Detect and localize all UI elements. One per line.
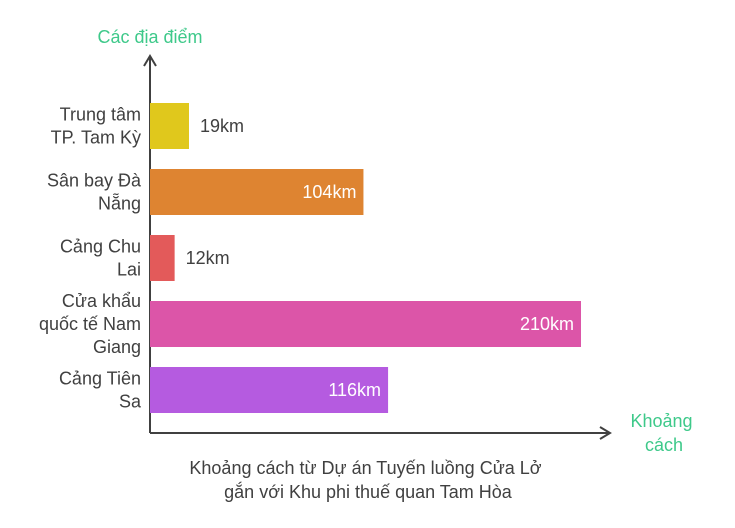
value-label-4: 210km bbox=[520, 314, 574, 334]
value-label-2: 104km bbox=[302, 182, 356, 202]
bars-group: Trung tâm TP. Tam Kỳ 19km Sân bay Đà Nẵng 104… bbox=[39, 103, 581, 413]
category-label-3: Cảng Chu Lai bbox=[60, 237, 141, 280]
category-label-4: Cửa khẩu quốc tế Nam Giang bbox=[39, 291, 141, 357]
bar-3 bbox=[150, 235, 175, 281]
y-axis-title: Các địa điểm bbox=[97, 27, 202, 47]
y-axis-arrow bbox=[143, 54, 157, 67]
value-label-5: 116km bbox=[328, 380, 381, 400]
bar-2 bbox=[150, 169, 364, 215]
category-label-1: Trung tâm TP. Tam Kỳ bbox=[51, 105, 141, 148]
x-axis-title: Khoảng cách bbox=[630, 411, 697, 455]
value-label-3: 12km bbox=[186, 248, 230, 268]
category-label-2: Sân bay Đà Nẵng bbox=[47, 171, 142, 214]
chart-caption: Khoảng cách từ Dự án Tuyến luồng Cửa Lở … bbox=[189, 458, 546, 502]
category-label-5: Cảng Tiên Sa bbox=[59, 369, 142, 412]
bar-5 bbox=[150, 367, 389, 413]
bar-1 bbox=[150, 103, 189, 149]
x-axis-arrow bbox=[599, 426, 612, 440]
bar-4 bbox=[150, 301, 581, 347]
value-label-1: 19km bbox=[200, 116, 244, 136]
